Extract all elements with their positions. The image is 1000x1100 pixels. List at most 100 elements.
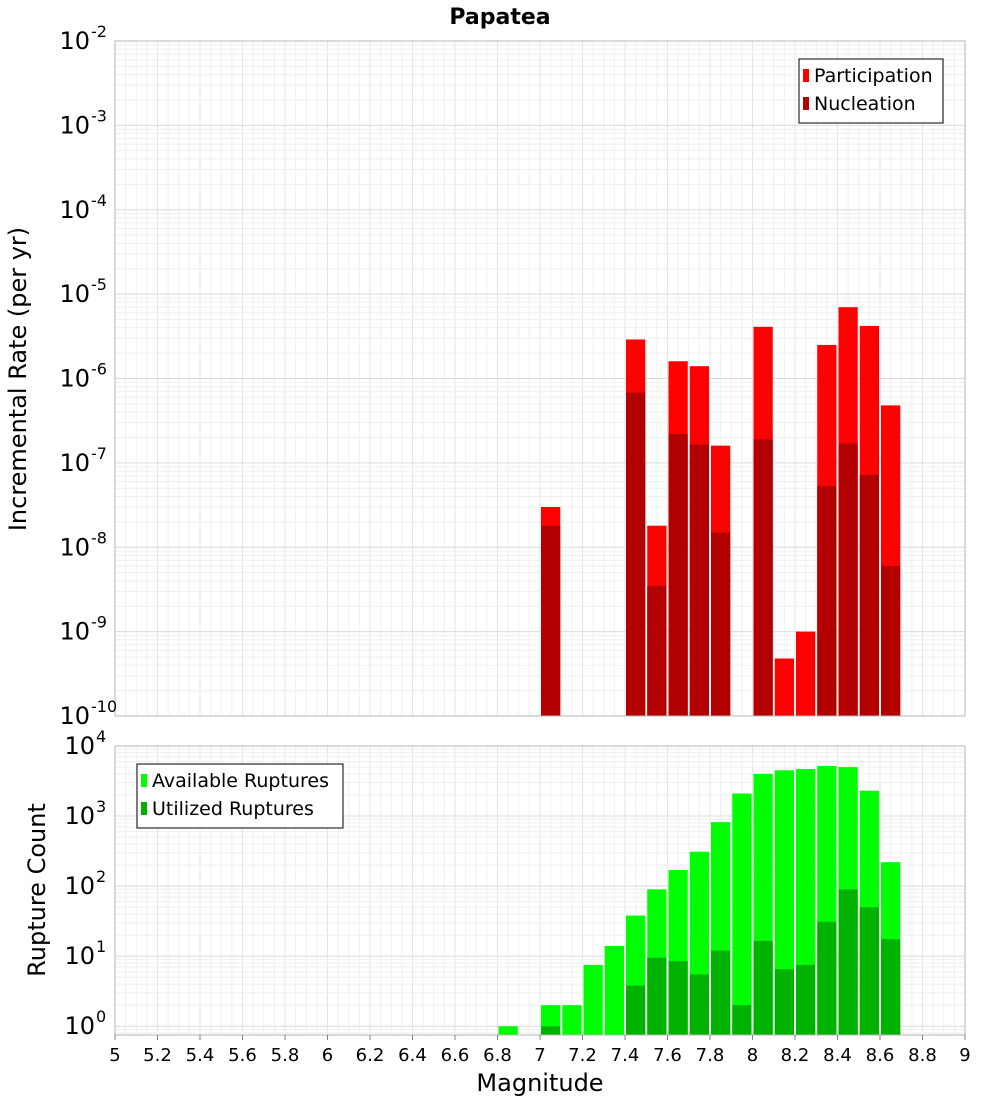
y-tick-label: 10 [59,365,90,393]
x-axis-label: Magnitude [476,1069,603,1097]
y-tick-label: 10 [59,449,90,477]
y-tick-exponent: 2 [96,867,106,886]
utilized-ruptures-bar [668,961,688,1035]
x-tick-label: 5.4 [186,1045,215,1066]
x-tick-label: 7.8 [696,1045,725,1066]
x-tick-label: 5.8 [271,1045,300,1066]
y-tick-exponent: -7 [91,444,107,463]
nucleation-bar [711,532,731,716]
x-tick-label: 8.2 [781,1045,810,1066]
utilized-ruptures-bar [817,921,837,1035]
y-tick-exponent: 0 [96,1007,106,1026]
utilized-ruptures-bar [689,974,709,1035]
nucleation-legend-label: Nucleation [814,93,916,115]
y-tick-exponent: -9 [91,613,107,632]
x-tick-label: 6 [322,1045,333,1066]
y-tick-exponent: 3 [96,797,106,816]
nucleation-bar [859,474,879,716]
plot-frame [114,40,966,717]
y-tick-exponent: -2 [91,22,107,41]
y-tick-exponent: -4 [91,191,107,210]
utilized-ruptures-bar [711,950,731,1035]
legend: Available Ruptures Utilized Ruptures [136,763,344,829]
x-tick-label: 8.8 [908,1045,937,1066]
nucleation-bar [817,486,837,716]
y-tick-label: 10 [59,280,90,308]
participation-legend-label: Participation [814,65,933,87]
bottom-y-axis-label: Rupture Count [23,803,51,977]
utilized-ruptures-bar [626,985,646,1035]
x-tick-label: 9 [959,1045,970,1066]
legend-box [136,763,344,829]
y-tick-exponent: -5 [91,275,107,294]
utilized-ruptures-series [541,889,901,1035]
x-tick-label: 6.4 [398,1045,427,1066]
y-tick-label: 10 [59,533,90,561]
y-tick-label: 10 [64,942,95,970]
y-tick-label: 10 [64,732,95,760]
nucleation-bar [626,392,646,716]
y-tick-exponent: -6 [91,360,107,379]
utilized-ruptures-bar [647,957,667,1035]
x-tick-label: 6.2 [356,1045,385,1066]
nucleation-legend-swatch [803,97,809,110]
nucleation-bar [647,585,667,716]
x-tick-label: 6.8 [483,1045,512,1066]
available-ruptures-bar [498,1026,518,1035]
nucleation-bar [838,443,858,716]
y-tick-exponent: -8 [91,528,107,547]
available-ruptures-bar [732,793,752,1035]
nucleation-bar [753,439,773,716]
utilized-ruptures-legend-label: Utilized Ruptures [152,798,314,820]
available-ruptures-legend-swatch [141,774,147,787]
participation-bar [796,631,816,716]
y-tick-exponent: -10 [91,697,117,716]
x-tick-label: 7.2 [568,1045,597,1066]
available-ruptures-bar [604,945,624,1035]
x-tick-label: 5.2 [143,1045,172,1066]
x-tick-label: 8.6 [866,1045,895,1066]
y-tick-label: 10 [59,27,90,55]
utilized-ruptures-bar [859,907,879,1035]
x-tick-label: 8 [747,1045,758,1066]
top-y-axis-label: Incremental Rate (per yr) [4,227,32,531]
x-tick-label: 7 [534,1045,545,1066]
nucleation-series [541,392,901,716]
y-tick-label: 10 [64,802,95,830]
x-tick-label: 7.6 [653,1045,682,1066]
chart-title: Papatea [449,5,550,30]
x-tick-label: 7.4 [611,1045,640,1066]
utilized-ruptures-bar [796,964,816,1035]
grid [114,41,966,717]
nucleation-bar [541,525,561,716]
utilized-ruptures-bar [838,889,858,1035]
x-tick-label: 6.6 [441,1045,470,1066]
nucleation-bar [668,433,688,716]
x-tick-label: 5 [109,1045,120,1066]
y-tick-label: 10 [64,872,95,900]
legend: Participation Nucleation [798,58,944,124]
available-ruptures-bar [583,964,603,1035]
utilized-ruptures-bar [541,1026,561,1035]
legend-box [798,58,944,124]
utilized-ruptures-bar [753,940,773,1035]
participation-bar [774,658,794,716]
y-tick-label: 10 [59,618,90,646]
available-ruptures-bar [774,770,794,1035]
nucleation-bar [689,444,709,716]
y-tick-label: 10 [59,702,90,730]
utilized-ruptures-legend-swatch [141,802,147,815]
utilized-ruptures-bar [881,939,901,1035]
y-tick-exponent: 1 [96,937,106,956]
y-tick-label: 10 [64,1012,95,1040]
x-tick-label: 5.6 [228,1045,257,1066]
utilized-ruptures-bar [732,1005,752,1035]
x-tick-label: 8.4 [823,1045,852,1066]
participation-legend-swatch [803,69,809,82]
utilized-ruptures-bar [774,969,794,1035]
y-tick-label: 10 [59,111,90,139]
nucleation-bar [881,565,901,716]
